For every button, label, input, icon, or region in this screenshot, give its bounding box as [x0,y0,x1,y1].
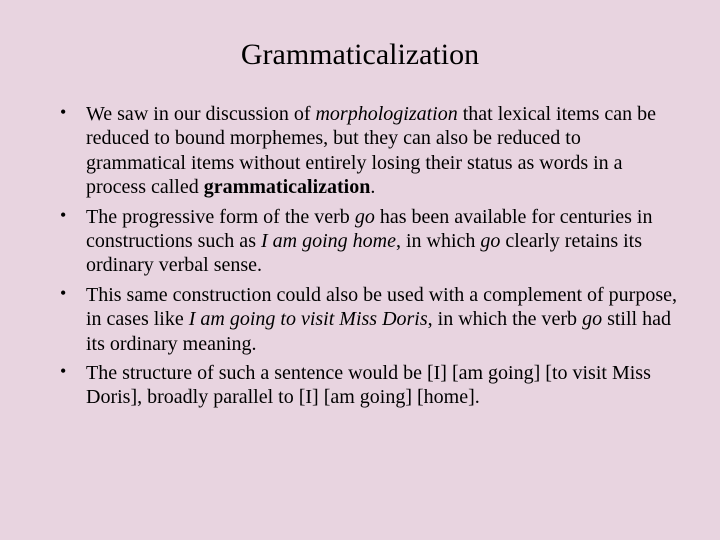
text-segment: . [370,176,375,198]
text-segment: , in which the verb [428,308,582,330]
bullet-list: We saw in our discussion of morphologiza… [42,102,678,410]
text-segment: The structure of such a sentence would b… [86,362,651,408]
slide-title: Grammaticalization [42,38,678,72]
text-segment: I am going home [261,230,396,252]
text-segment: go [582,308,602,330]
text-segment: go [480,230,500,252]
text-segment: We saw in our discussion of [86,103,315,125]
text-segment: morphologization [315,103,457,125]
text-segment: grammaticalization [204,176,371,198]
text-segment: , in which [396,230,480,252]
bullet-item: The structure of such a sentence would b… [42,361,678,410]
text-segment: The progressive form of the verb [86,206,355,228]
text-segment: I am going to visit Miss Doris [189,308,428,330]
text-segment: go [355,206,375,228]
bullet-item: This same construction could also be use… [42,283,678,356]
bullet-item: The progressive form of the verb go has … [42,205,678,278]
bullet-item: We saw in our discussion of morphologiza… [42,102,678,200]
